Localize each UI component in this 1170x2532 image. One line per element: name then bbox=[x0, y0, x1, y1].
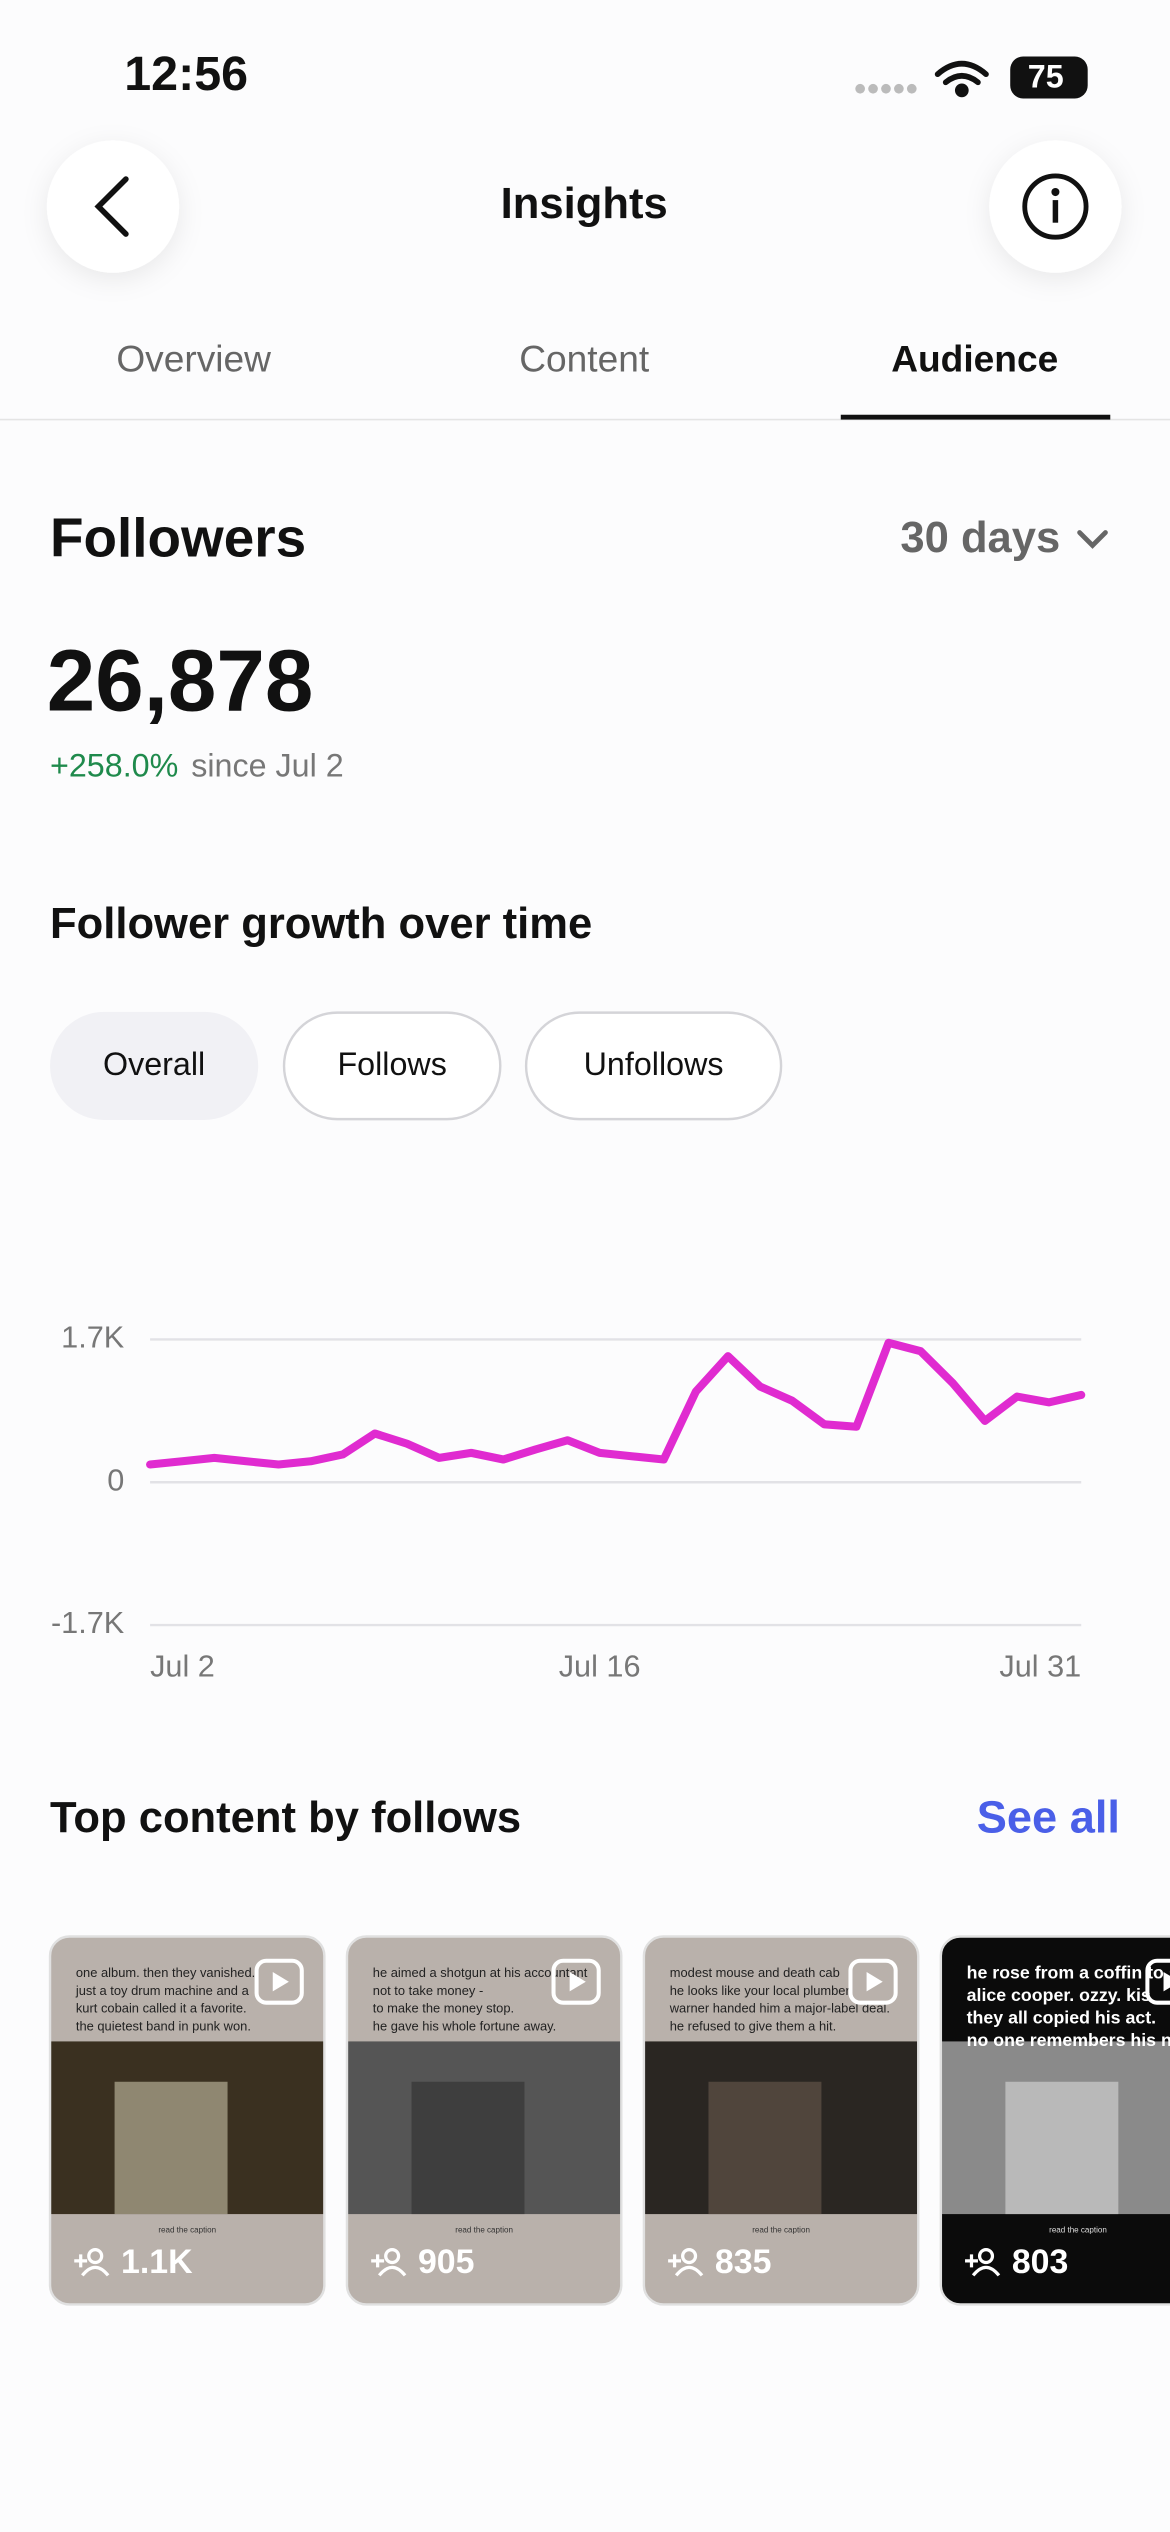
card-follows: 905 bbox=[418, 2243, 475, 2281]
reel-icon bbox=[551, 1958, 601, 2005]
section-title: Followers bbox=[50, 507, 306, 569]
card-body: he aimed a shotgun at his accountant not … bbox=[346, 1936, 622, 2305]
card-border bbox=[48, 1935, 326, 2306]
card-caption: warner handed him a major-label deal. bbox=[669, 2001, 890, 2016]
tab-indicator bbox=[840, 414, 1111, 420]
card-caption: he aimed a shotgun at his accountant bbox=[373, 1965, 588, 1980]
status-time: 12:56 bbox=[124, 47, 248, 101]
card-caption: just a toy drum machine and a bbox=[75, 1983, 250, 1998]
follow-icon-body bbox=[674, 2265, 704, 2277]
card-follows: 1.1K bbox=[121, 2243, 193, 2281]
card-follows: 835 bbox=[715, 2243, 772, 2281]
card-image-detail bbox=[411, 2081, 525, 2215]
card-caption: he gave his whole fortune away. bbox=[373, 2018, 556, 2033]
card-caption: the quietest band in punk won. bbox=[76, 2018, 251, 2033]
tab[interactable]: Content bbox=[519, 337, 650, 379]
card-footer: read the caption bbox=[158, 2225, 216, 2234]
filter-label: Follows bbox=[337, 1046, 446, 1082]
card-caption: he rose from a coffin to s bbox=[967, 1962, 1170, 1982]
follow-icon-body bbox=[377, 2265, 407, 2277]
content-cards: one album. then they vanished. just a toy… bbox=[48, 1935, 1170, 2306]
card-image-detail bbox=[114, 2081, 228, 2215]
reel-play bbox=[569, 1972, 586, 1992]
see-all-link[interactable]: See all bbox=[977, 1791, 1120, 1842]
card-caption: alice cooper. ozzy. kis bbox=[967, 1985, 1151, 2005]
reel-icon bbox=[848, 1958, 898, 2005]
card-border bbox=[345, 1935, 623, 2306]
card-follows: 803 bbox=[1012, 2243, 1069, 2281]
back-button[interactable] bbox=[46, 140, 180, 273]
card-caption: they all copied his act. bbox=[967, 2008, 1156, 2028]
x-tick-label: Jul 31 bbox=[999, 1650, 1081, 1684]
follower-count: 26,878 bbox=[47, 632, 313, 729]
filter-pill-active[interactable] bbox=[50, 1011, 259, 1120]
back-icon bbox=[94, 176, 129, 237]
filter-label: Overall bbox=[103, 1046, 205, 1082]
card-border bbox=[939, 1935, 1170, 2306]
card-caption: not to take money - bbox=[373, 1983, 483, 1998]
card-border bbox=[642, 1935, 920, 2306]
card-footer: read the caption bbox=[1049, 2225, 1107, 2234]
x-tick-label: Jul 16 bbox=[559, 1650, 641, 1684]
card-body: he rose from a coffin to s alice cooper. … bbox=[940, 1936, 1170, 2305]
card-caption: modest mouse and death cab bbox=[670, 1965, 840, 1980]
card-image-detail bbox=[708, 2081, 822, 2215]
follow-icon-head bbox=[977, 2247, 995, 2265]
follow-icon-plus bbox=[965, 2254, 978, 2268]
chevron-down bbox=[1077, 530, 1108, 549]
content-card[interactable]: he aimed a shotgun at his accountant not … bbox=[345, 1935, 623, 2306]
card-body: modest mouse and death cab he looks like … bbox=[643, 1936, 919, 2305]
filter-pill[interactable] bbox=[524, 1011, 783, 1121]
card-caption: to make the money stop. bbox=[373, 2001, 514, 2016]
section-title: Top content by follows bbox=[50, 1794, 521, 1842]
y-tick-label: 0 bbox=[107, 1463, 124, 1497]
follow-icon-head bbox=[87, 2247, 104, 2265]
page-title: Insights bbox=[501, 180, 668, 228]
chart: 1.7K 0 -1.7K Jul 2 Jul 16 Jul 31 bbox=[51, 1321, 1086, 1684]
follow-icon-head bbox=[384, 2247, 401, 2265]
data-line bbox=[146, 1338, 1086, 1469]
y-tick-label: 1.7K bbox=[61, 1321, 125, 1355]
follower-since: since Jul 2 bbox=[191, 748, 343, 784]
tab-divider bbox=[0, 418, 1170, 421]
battery bbox=[1010, 56, 1088, 99]
filter-pill[interactable] bbox=[282, 1011, 502, 1121]
wifi bbox=[934, 60, 989, 98]
filter-label: Unfollows bbox=[584, 1046, 724, 1082]
card-caption: he refused to give them a hit. bbox=[670, 2018, 836, 2033]
follow-icon-plus bbox=[371, 2254, 385, 2268]
reel-play bbox=[1163, 1972, 1170, 1992]
tab[interactable]: Overview bbox=[116, 337, 271, 379]
battery-level: 75 bbox=[1028, 59, 1064, 95]
x-tick-label: Jul 2 bbox=[150, 1650, 215, 1684]
follow-icon-body bbox=[81, 2265, 110, 2277]
card-caption: one album. then they vanished. bbox=[76, 1965, 255, 1980]
signal bbox=[855, 83, 917, 94]
reel-play bbox=[866, 1972, 883, 1992]
follow-icon-plus bbox=[668, 2254, 682, 2268]
follow-icon-plus bbox=[74, 2254, 88, 2268]
tab-active[interactable]: Audience bbox=[891, 337, 1058, 379]
info-icon bbox=[1022, 173, 1089, 240]
content-card[interactable]: one album. then they vanished. just a toy… bbox=[48, 1935, 326, 2306]
follow-icon-body bbox=[971, 2265, 1001, 2277]
card-caption: no one remembers his na bbox=[967, 2030, 1170, 2050]
card-footer: read the caption bbox=[752, 2225, 810, 2234]
reel-icon bbox=[254, 1958, 304, 2005]
card-footer: read the caption bbox=[455, 2225, 513, 2234]
content-card[interactable]: modest mouse and death cab he looks like … bbox=[642, 1935, 920, 2306]
card-caption: kurt cobain called it a favorite. bbox=[76, 2001, 247, 2016]
content-card[interactable]: he rose from a coffin to s alice cooper. … bbox=[939, 1935, 1170, 2306]
follower-change: +258.0% bbox=[50, 748, 178, 784]
section-title: Follower growth over time bbox=[50, 900, 592, 948]
reel-play bbox=[272, 1972, 289, 1992]
period-selector[interactable]: 30 days bbox=[900, 514, 1060, 562]
card-caption: he looks like your local plumber bbox=[670, 1983, 851, 1998]
follow-icon-head bbox=[681, 2247, 698, 2265]
card-body: one album. then they vanished. just a toy… bbox=[50, 1936, 325, 2305]
card-image-detail bbox=[1005, 2081, 1119, 2215]
y-tick-label: -1.7K bbox=[51, 1606, 125, 1640]
